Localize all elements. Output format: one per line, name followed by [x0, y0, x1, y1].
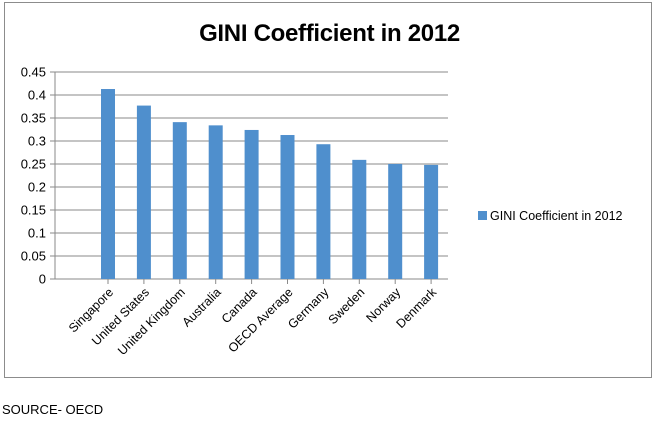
- x-tick-label: Denmark: [393, 285, 439, 331]
- bar: [280, 135, 295, 279]
- x-tick-label: Germany: [285, 285, 332, 332]
- x-tick-label: United Kingdom: [115, 285, 188, 358]
- legend-label: GINI Coefficient in 2012: [490, 209, 623, 223]
- y-tick-label: 0: [39, 272, 46, 287]
- bar: [244, 129, 259, 279]
- y-tick-label: 0.2: [28, 180, 46, 195]
- y-tick-label: 0.05: [21, 249, 46, 264]
- bar: [101, 89, 115, 280]
- legend-swatch: [478, 211, 487, 220]
- y-tick-label: 0.4: [28, 88, 46, 103]
- bar: [388, 164, 403, 279]
- bar: [424, 164, 439, 279]
- y-tick-label: 0.35: [21, 111, 46, 126]
- y-tick-label: 0.3: [28, 134, 46, 149]
- bars: [101, 89, 439, 280]
- y-tick-label: 0.45: [21, 65, 46, 80]
- bar: [136, 105, 151, 279]
- x-tick-label: OECD Average: [225, 285, 295, 355]
- y-axis: 0 0.05 0.1 0.15 0.2 0.25 0.3 0.35 0.4 0.45: [21, 65, 56, 287]
- bar: [352, 159, 367, 279]
- legend: GINI Coefficient in 2012: [478, 209, 623, 223]
- x-tick-label: Australia: [180, 285, 224, 329]
- bar: [172, 122, 187, 279]
- y-tick-label: 0.25: [21, 157, 46, 172]
- y-tick-label: 0.15: [21, 203, 46, 218]
- y-tick-label: 0.1: [28, 226, 46, 241]
- bar: [316, 144, 331, 279]
- chart-title: GINI Coefficient in 2012: [199, 20, 460, 47]
- source-note: SOURCE- OECD: [2, 402, 104, 417]
- bar: [208, 125, 223, 279]
- x-tick-label: Sweden: [326, 285, 368, 327]
